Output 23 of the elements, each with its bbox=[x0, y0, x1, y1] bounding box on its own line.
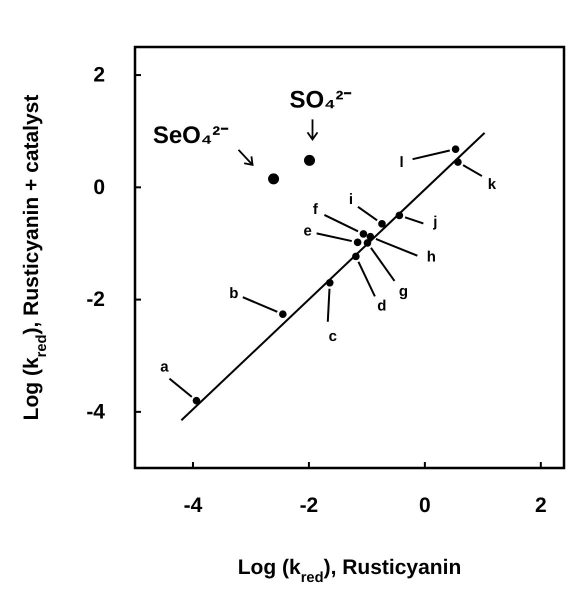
annotation: j bbox=[432, 212, 438, 230]
x-tick-label: -4 bbox=[184, 494, 203, 517]
y-tick-label: 0 bbox=[93, 176, 105, 199]
annotation: c bbox=[328, 327, 337, 344]
x-axis-title: Log (k$_{red}$), Rusticyanin bbox=[238, 556, 462, 586]
x-tick-label: -2 bbox=[300, 494, 318, 517]
annotation: e bbox=[303, 222, 312, 239]
annotation: f bbox=[312, 200, 319, 218]
annotation: d bbox=[377, 296, 386, 314]
annotation: k bbox=[488, 176, 497, 193]
annotation: SeO₄²⁻ bbox=[152, 121, 228, 148]
y-tick-label: -2 bbox=[86, 288, 105, 312]
annotation: h bbox=[426, 248, 436, 266]
annotation: i bbox=[348, 190, 354, 208]
annotation: l bbox=[400, 154, 404, 171]
x-tick-label: 0 bbox=[419, 494, 431, 517]
x-tick-label: 2 bbox=[534, 494, 547, 517]
y-tick-label: -4 bbox=[86, 400, 106, 424]
annotation: SO₄²⁻ bbox=[289, 86, 352, 113]
y-tick-label: 2 bbox=[93, 64, 105, 87]
annotation: g bbox=[398, 282, 408, 300]
annotation: a bbox=[160, 358, 170, 376]
annotation: b bbox=[229, 284, 238, 302]
